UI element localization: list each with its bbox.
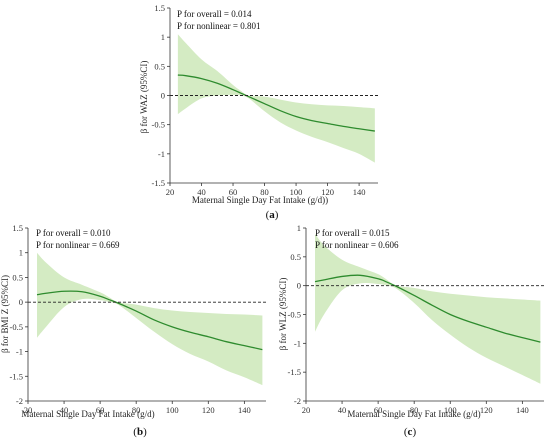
fit-line-layer-c xyxy=(314,274,541,343)
ci-band-c-0 xyxy=(315,233,541,384)
x-axis-label-c: Maternal Single Day Fat Intake (g/d) xyxy=(347,409,480,419)
y-axis-label-c: β for WLZ (95%CI) xyxy=(278,278,288,351)
y-axis-label-a: β for WAZ (95%CI) xyxy=(139,61,149,134)
panel-letter-c: c xyxy=(408,426,413,438)
x-tick-label-a-5: 120 xyxy=(321,187,334,197)
y-tick-label-a-4: 0.5 xyxy=(154,61,165,71)
y-tick-label-b-1: -1.5 xyxy=(10,371,23,381)
y-tick-label-a-5: 1 xyxy=(161,32,165,42)
ci-band-layer-c xyxy=(315,233,541,384)
x-tick-label-c-1: 40 xyxy=(338,405,347,415)
y-tick-label-c-0: -2 xyxy=(294,396,301,406)
x-axis-label-b: Maternal Single Day Fat Intake (g/d) xyxy=(21,409,154,419)
axes-b: -2 -1.5 -1 -0.5 0 0.5 1 1.5 20 40 60 80 100 120 140 xyxy=(10,223,266,415)
panel-letter-a: a xyxy=(269,209,275,221)
y-tick-label-b-0: -2 xyxy=(16,396,23,406)
x-tick-label-b-5: 120 xyxy=(202,405,215,415)
y-tick-label-a-3: 0 xyxy=(161,91,165,101)
panel-b: -2 -1.5 -1 -0.5 0 0.5 1 1.5 20 40 60 80 100 120 140 Ma… xyxy=(0,223,266,438)
p-overall-b: P for overall = 0.010 xyxy=(36,228,111,238)
x-tick-label-a-1: 40 xyxy=(197,187,206,197)
y-tick-label-b-3: -0.5 xyxy=(10,322,23,332)
panel-label-b: (b) xyxy=(133,426,147,438)
y-axis-label-b: β for BMI Z (95%CI) xyxy=(0,275,10,353)
y-tick-label-c-5: 0.5 xyxy=(290,252,301,262)
y-tick-label-b-4: 0 xyxy=(19,297,23,307)
fit-line-layer-b xyxy=(36,290,263,351)
ci-band-layer-a xyxy=(177,34,375,163)
x-tick-label-a-4: 100 xyxy=(290,187,303,197)
x-tick-label-b-6: 140 xyxy=(238,405,251,415)
x-tick-label-a-6: 140 xyxy=(353,187,366,197)
y-tick-label-b-5: 0.5 xyxy=(12,272,23,282)
x-tick-label-a-2: 60 xyxy=(229,187,238,197)
y-tick-label-a-2: -0.5 xyxy=(152,120,165,130)
y-tick-label-c-2: -1 xyxy=(294,338,301,348)
p-overall-a: P for overall = 0.014 xyxy=(177,9,252,19)
y-tick-label-c-4: 0 xyxy=(297,281,301,291)
y-tick-label-a-0: -1.5 xyxy=(152,178,165,188)
ci-band-layer-b xyxy=(37,252,263,386)
y-tick-label-a-1: -1 xyxy=(158,149,165,159)
x-tick-label-c-4: 100 xyxy=(444,405,457,415)
x-tick-label-b-3: 80 xyxy=(132,405,141,415)
x-tick-label-a-3: 80 xyxy=(260,187,269,197)
p-overall-c: P for overall = 0.015 xyxy=(315,228,390,238)
x-tick-label-c-3: 80 xyxy=(410,405,419,415)
y-tick-label-c-1: -1.5 xyxy=(288,367,301,377)
fit-line-layer-a xyxy=(177,74,375,132)
y-tick-label-c-3: -0.5 xyxy=(288,310,301,320)
x-tick-label-b-2: 60 xyxy=(96,405,105,415)
p-nonlinear-b: P for nonlinear = 0.669 xyxy=(36,240,120,250)
panel-a: -1.5 -1 -0.5 0 0.5 1 1.5 20 40 60 80 100 120 140 Mate… xyxy=(139,3,378,221)
fit-line-a-0 xyxy=(177,74,375,132)
fit-line-b-0 xyxy=(36,290,263,351)
fit-line-c-0 xyxy=(314,274,541,343)
x-tick-label-c-2: 60 xyxy=(374,405,383,415)
x-tick-label-a-0: 20 xyxy=(166,187,175,197)
x-tick-label-c-6: 140 xyxy=(516,405,529,415)
x-tick-label-b-1: 40 xyxy=(60,405,69,415)
y-tick-label-a-6: 1.5 xyxy=(154,3,165,13)
y-tick-label-b-2: -1 xyxy=(16,347,23,357)
p-nonlinear-c: P for nonlinear = 0.606 xyxy=(315,240,399,250)
x-tick-label-b-4: 100 xyxy=(166,405,179,415)
axes-a: -1.5 -1 -0.5 0 0.5 1 1.5 20 40 60 80 100 120 140 xyxy=(152,3,378,197)
x-tick-label-c-5: 120 xyxy=(480,405,493,415)
y-tick-label-c-6: 1 xyxy=(297,223,301,233)
panel-label-a: (a) xyxy=(266,209,279,221)
ci-band-b-0 xyxy=(37,252,263,386)
x-tick-label-c-0: 20 xyxy=(302,405,311,415)
panel-label-c: (c) xyxy=(404,426,417,438)
y-tick-label-b-7: 1.5 xyxy=(12,223,23,233)
p-nonlinear-a: P for nonlinear = 0.801 xyxy=(177,21,260,31)
panel-letter-b: b xyxy=(137,426,143,438)
y-tick-label-b-6: 1 xyxy=(19,248,23,258)
x-axis-label-a: Maternal Single Day Fat Intake (g/d)) xyxy=(192,195,328,205)
ci-band-a-0 xyxy=(177,34,375,163)
x-tick-label-b-0: 20 xyxy=(24,405,33,415)
